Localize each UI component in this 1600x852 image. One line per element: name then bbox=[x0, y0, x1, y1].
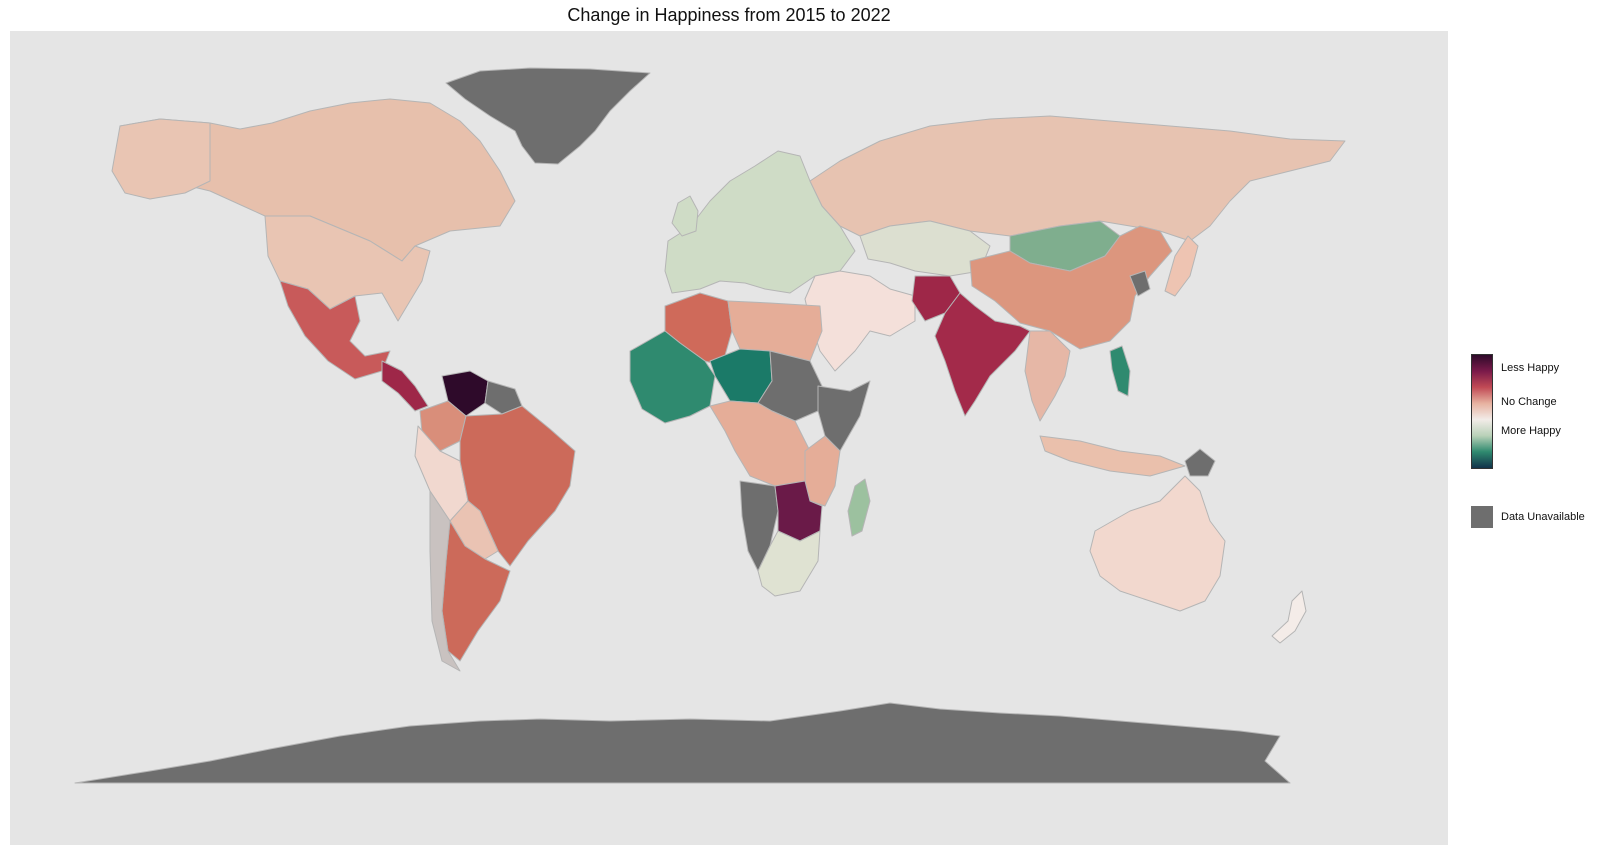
map-panel bbox=[10, 31, 1448, 845]
region-korea bbox=[1129, 270, 1151, 297]
chart-title: Change in Happiness from 2015 to 2022 bbox=[567, 5, 891, 25]
region-se-asia bbox=[1024, 330, 1071, 422]
region-greenland bbox=[445, 67, 651, 165]
region-europe bbox=[664, 150, 856, 294]
region-antarctica bbox=[74, 702, 1291, 784]
region-central-america bbox=[381, 360, 429, 412]
region-russia bbox=[809, 115, 1346, 242]
region-alaska bbox=[111, 118, 211, 200]
region-uk bbox=[671, 195, 699, 237]
region-japan bbox=[1164, 235, 1199, 297]
region-brazil bbox=[459, 405, 576, 567]
region-india bbox=[934, 292, 1031, 417]
legend-label-data-unavailable: Data Unavailable bbox=[1501, 511, 1585, 523]
region-canada bbox=[119, 98, 516, 262]
region-mexico bbox=[279, 280, 391, 380]
region-indonesia bbox=[1039, 435, 1186, 477]
legend-na-swatch bbox=[1471, 506, 1493, 528]
region-png bbox=[1184, 448, 1216, 477]
region-china bbox=[969, 225, 1173, 350]
region-horn bbox=[817, 380, 871, 452]
legend-colorbar bbox=[1471, 354, 1493, 469]
region-australia bbox=[1089, 475, 1226, 612]
legend-label-no-change: No Change bbox=[1501, 396, 1557, 408]
region-south-africa bbox=[757, 530, 821, 597]
region-new-zealand bbox=[1271, 590, 1307, 644]
world-map bbox=[74, 67, 1346, 784]
legend: Less Happy No Change More Happy Data Una… bbox=[1471, 354, 1596, 534]
region-east-africa bbox=[804, 435, 841, 507]
region-philippines bbox=[1109, 345, 1131, 397]
region-chile bbox=[429, 490, 461, 672]
region-madagascar bbox=[847, 478, 871, 537]
legend-label-more-happy: More Happy bbox=[1501, 425, 1561, 437]
legend-label-less-happy: Less Happy bbox=[1501, 362, 1560, 374]
